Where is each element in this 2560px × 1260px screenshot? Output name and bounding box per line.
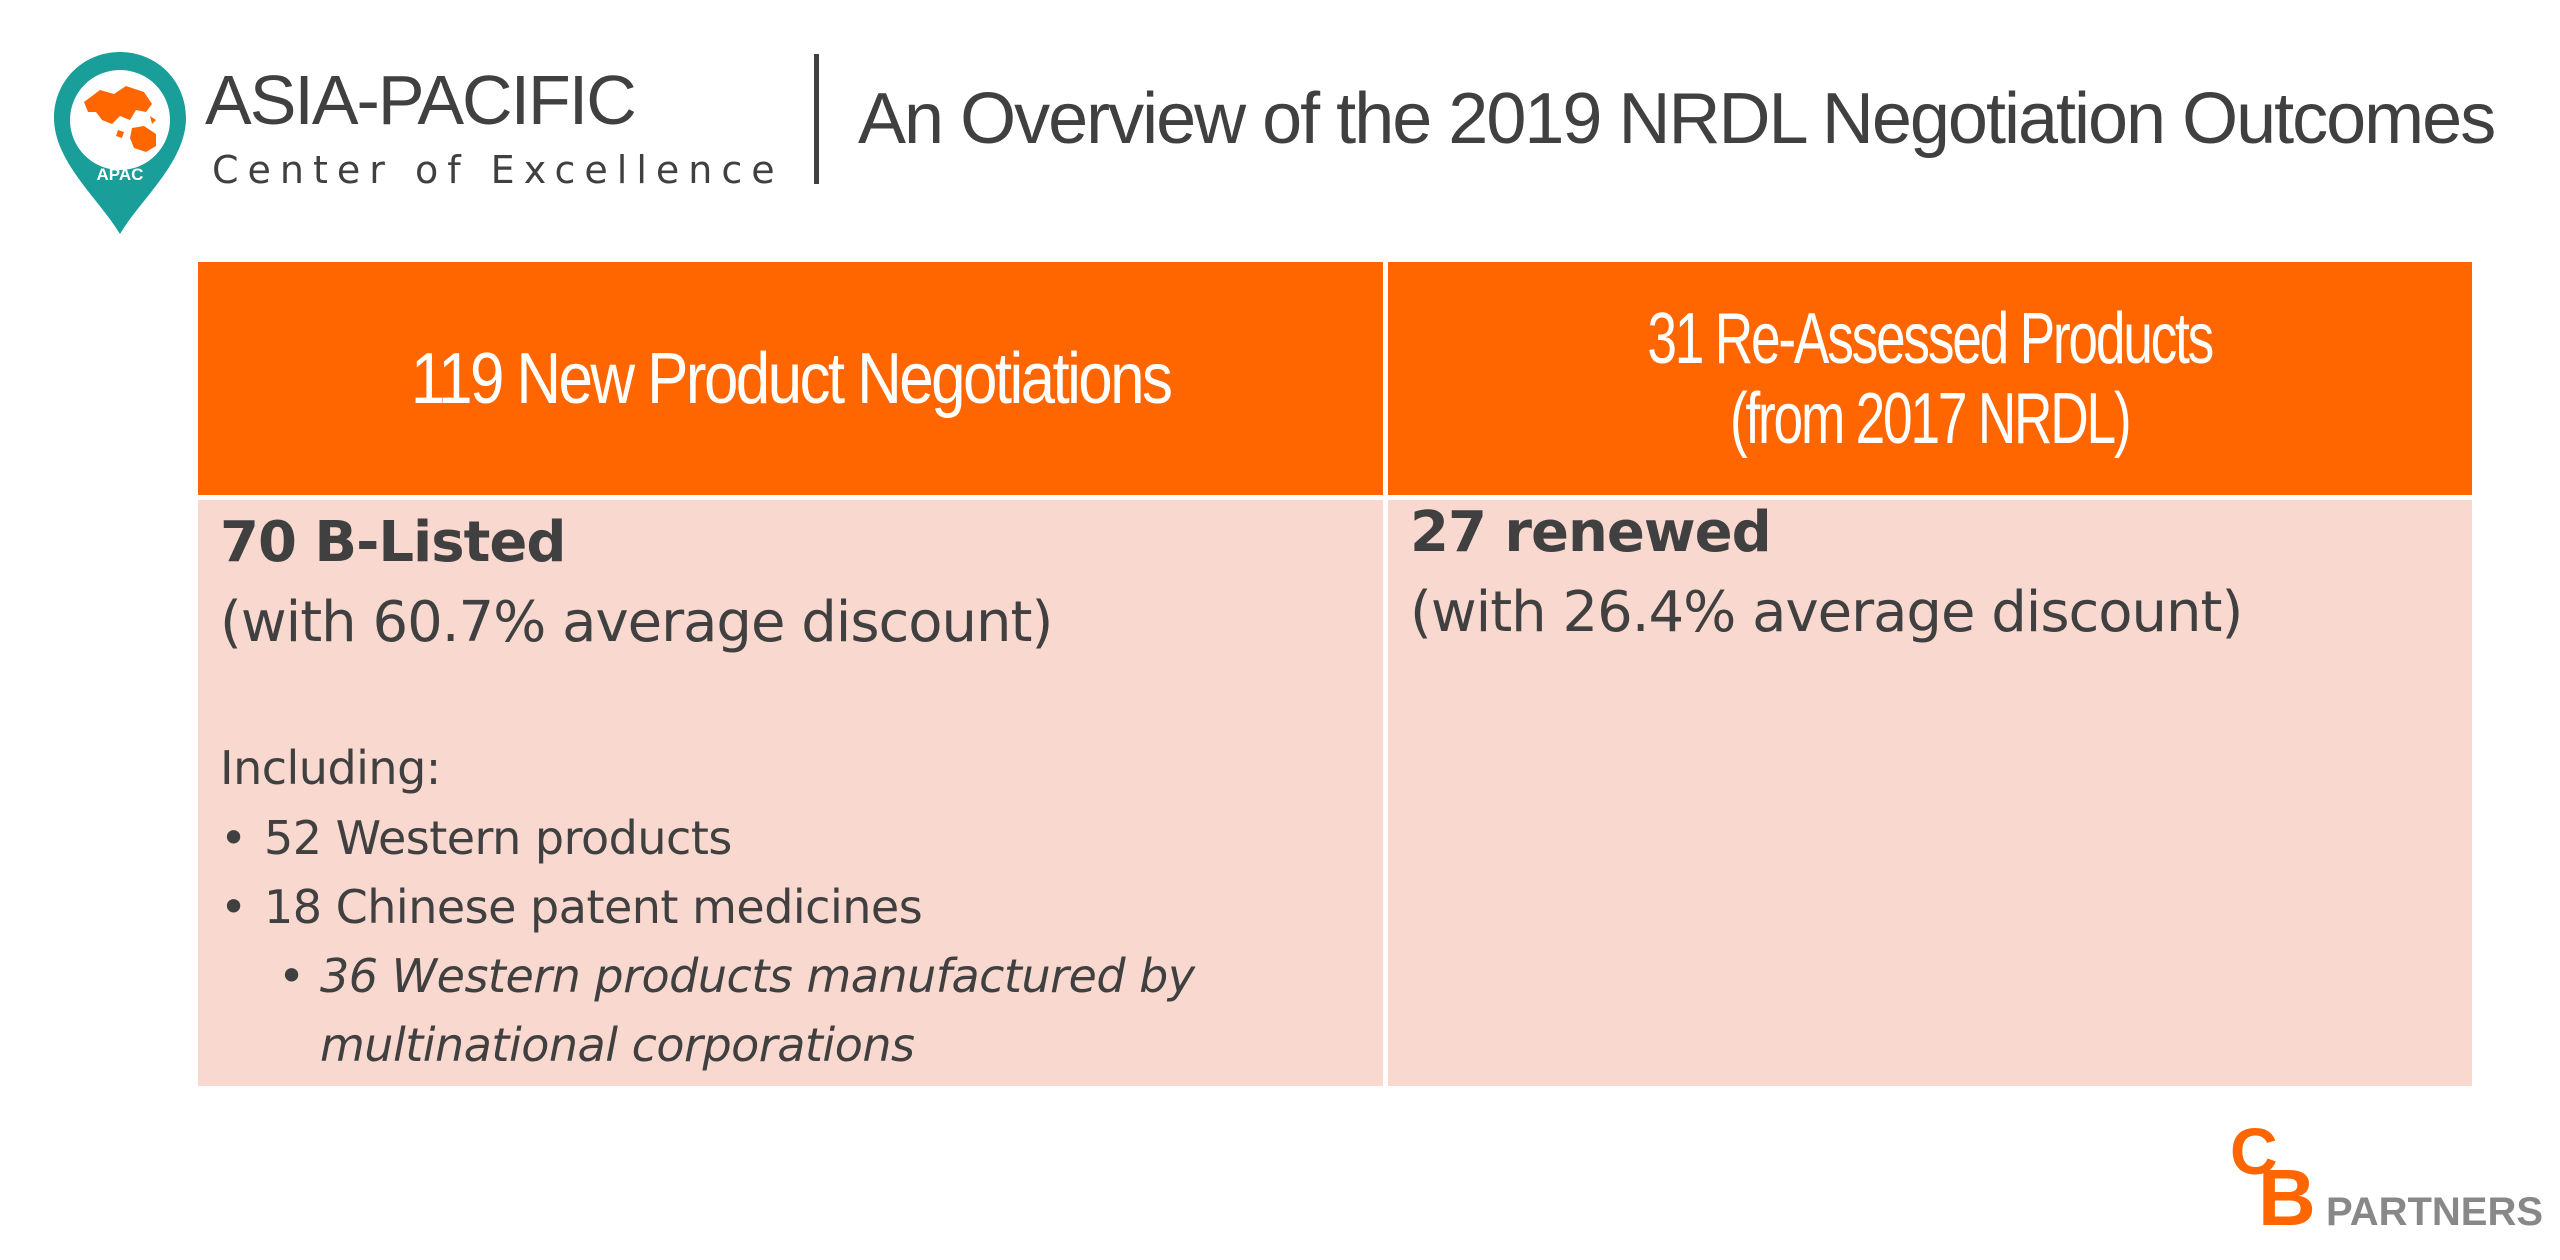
- b-listed-detail: (with 60.7% average discount): [220, 590, 1053, 655]
- brand-subtitle: Center of Excellence: [212, 148, 784, 192]
- outcomes-table: 119 New Product Negotiations 31 Re-Asses…: [198, 262, 2472, 1086]
- pin-label: APAC: [97, 165, 144, 184]
- cell-reassessed-products: 27 renewed (with 26.4% average discount): [1388, 500, 2472, 1086]
- page-title: An Overview of the 2019 NRDL Negotiation…: [858, 79, 2496, 159]
- cell-new-products: 70 B-Listed (with 60.7% average discount…: [198, 500, 1383, 1086]
- list-item: 52 Western products: [220, 804, 922, 873]
- column-header-reassessed-line1: 31 Re-Assessed Products: [1647, 298, 2215, 379]
- column-header-new-products: 119 New Product Negotiations: [198, 262, 1383, 495]
- cb-partners-logo: C B PARTNERS: [2230, 1114, 2544, 1242]
- cb-logo-letter-b: B: [2258, 1153, 2316, 1242]
- renewed-headline: 27 renewed: [1410, 500, 1772, 565]
- product-bullet-list: 52 Western products 18 Chinese patent me…: [220, 804, 923, 942]
- multinational-sub-bullet: 36 Western products manufactured by mult…: [278, 942, 1370, 1080]
- list-item: 18 Chinese patent medicines: [220, 873, 923, 942]
- apac-map-pin-icon: APAC: [54, 52, 186, 234]
- header-divider: [814, 54, 819, 184]
- column-header-reassessed-line2: (from 2017 NRDL): [1730, 378, 2132, 459]
- renewed-detail: (with 26.4% average discount): [1410, 580, 2243, 645]
- column-header-reassessed-products-text: 31 Re-Assessed Products (from 2017 NRDL): [1602, 299, 2259, 459]
- asia-pacific-map-icon: [84, 86, 156, 152]
- cb-logo-word: PARTNERS: [2326, 1190, 2544, 1234]
- including-label: Including:: [220, 741, 441, 795]
- column-header-new-products-text: 119 New Product Negotiations: [410, 338, 1173, 419]
- b-listed-headline: 70 B-Listed: [220, 510, 566, 575]
- cb-logo-letter-c: C: [2230, 1114, 2278, 1188]
- column-header-reassessed-products: 31 Re-Assessed Products (from 2017 NRDL): [1388, 262, 2472, 495]
- brand-title: ASIA-PACIFIC: [205, 61, 637, 139]
